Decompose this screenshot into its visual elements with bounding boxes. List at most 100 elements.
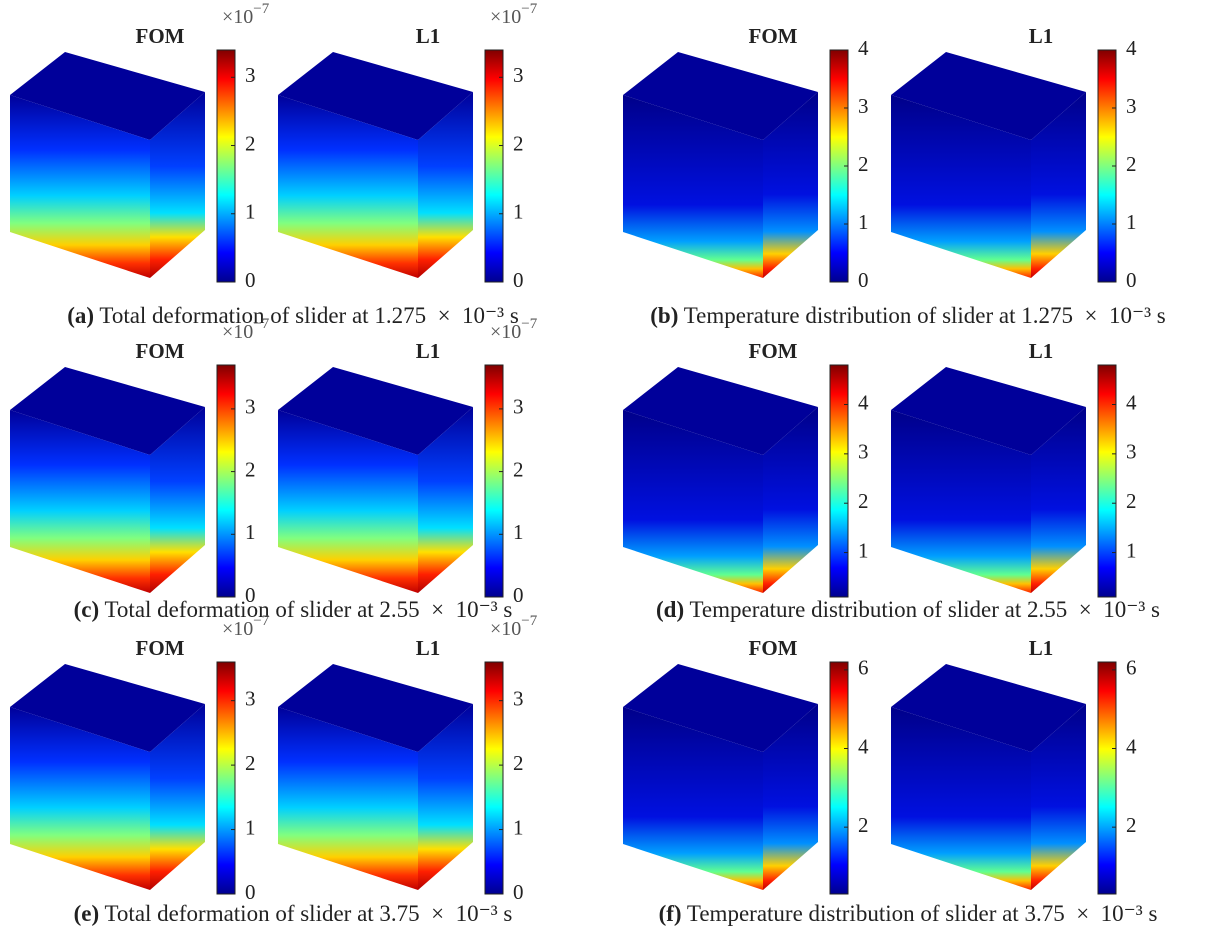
plot-title: L1 — [416, 636, 441, 660]
cube-right — [1031, 407, 1086, 593]
cube-front — [623, 95, 763, 278]
panel-caption: (b) Temperature distribution of slider a… — [650, 303, 1166, 328]
panel-label: (f) — [659, 901, 682, 926]
colorbar-tick-label: 3 — [245, 686, 256, 710]
colorbar-multiplier: ×10−7 — [222, 1, 270, 27]
cube-right — [763, 407, 818, 593]
cube-top — [891, 367, 1086, 455]
colorbar-tick-label: 2 — [513, 131, 524, 155]
panel-label: (e) — [74, 901, 100, 926]
colorbar-tick-label: 3 — [245, 395, 256, 419]
panel-label: (b) — [650, 303, 678, 328]
colorbar-tick-label: 0 — [513, 268, 524, 292]
cube-front — [891, 410, 1031, 593]
plot-title: FOM — [136, 24, 185, 48]
colorbar-tick-label: 3 — [245, 63, 256, 87]
colorbar-tick-label: 4 — [858, 734, 869, 758]
cube-top — [623, 664, 818, 752]
caption-text: Temperature distribution of slider at 3.… — [687, 901, 1158, 926]
colorbar-tick-label: 2 — [1126, 489, 1137, 513]
cube-top — [278, 52, 473, 140]
colorbar-tick-label: 3 — [858, 440, 869, 464]
cube-right — [150, 407, 205, 593]
multiplier-base: ×10 — [490, 618, 521, 640]
multiplier-base: ×10 — [490, 6, 521, 28]
colorbar — [829, 661, 849, 895]
panel-caption: (f) Temperature distribution of slider a… — [659, 901, 1158, 926]
caption-text: Total deformation of slider at 3.75 × 10… — [104, 901, 512, 926]
colorbar-tick-label: 4 — [858, 390, 869, 414]
cube-right — [1031, 704, 1086, 890]
colorbar-tick-label: 2 — [245, 751, 256, 775]
colorbar-tick-label: 0 — [1126, 268, 1137, 292]
colorbar — [484, 49, 504, 283]
multiplier-base: ×10 — [222, 321, 253, 343]
multiplier-exponent: −7 — [253, 1, 269, 17]
plot-title: L1 — [416, 24, 441, 48]
cube-front — [623, 707, 763, 890]
colorbar — [484, 661, 504, 895]
panel-caption: (c) Total deformation of slider at 2.55 … — [74, 597, 513, 622]
cube-right — [150, 704, 205, 890]
colorbar-tick-label: 1 — [858, 210, 869, 234]
cube-right — [150, 92, 205, 278]
colorbar — [1097, 364, 1117, 598]
multiplier-exponent: −7 — [253, 613, 269, 629]
colorbar-tick-label: 2 — [858, 152, 869, 176]
cube — [891, 664, 1086, 890]
panel: FOM 1 2 3 4 L1 1 2 3 4 — [623, 339, 1137, 598]
cube-top — [10, 52, 205, 140]
colorbar-tick-label: 3 — [1126, 94, 1137, 118]
cube — [278, 664, 473, 890]
colorbar-tick-label: 2 — [858, 489, 869, 513]
colorbar-tick-label: 2 — [513, 751, 524, 775]
colorbar-tick-label: 4 — [1126, 734, 1137, 758]
cube-front — [623, 410, 763, 593]
colorbar-tick-label: 0 — [513, 880, 524, 904]
plot-title: FOM — [749, 24, 798, 48]
panel-caption: (e) Total deformation of slider at 3.75 … — [74, 901, 513, 926]
colorbar — [216, 364, 236, 598]
colorbar-tick-label: 1 — [513, 815, 524, 839]
colorbar-tick-label: 2 — [513, 457, 524, 481]
multiplier-base: ×10 — [222, 6, 253, 28]
panel-caption: (a) Total deformation of slider at 1.275… — [67, 303, 519, 328]
cube-front — [10, 95, 150, 278]
cube — [623, 664, 818, 890]
cube — [623, 52, 818, 278]
cube — [278, 367, 473, 593]
cube-front — [10, 410, 150, 593]
cube-front — [891, 707, 1031, 890]
multiplier-exponent: −7 — [521, 613, 537, 629]
colorbar-tick-label: 6 — [858, 656, 869, 680]
cube-front — [278, 95, 418, 278]
colorbar-tick-label: 0 — [858, 268, 869, 292]
cube-top — [623, 367, 818, 455]
colorbar — [216, 661, 236, 895]
colorbar-tick-label: 2 — [245, 131, 256, 155]
colorbar-tick-label: 4 — [858, 36, 869, 60]
multiplier-base: ×10 — [222, 618, 253, 640]
colorbar-tick-label: 1 — [245, 200, 256, 224]
colorbar — [216, 49, 236, 283]
caption-text: Total deformation of slider at 2.55 × 10… — [104, 597, 512, 622]
multiplier-base: ×10 — [490, 321, 521, 343]
colorbar-tick-label: 3 — [513, 686, 524, 710]
cube-top — [623, 52, 818, 140]
cube-top — [10, 367, 205, 455]
cube-front — [10, 707, 150, 890]
cube-top — [278, 664, 473, 752]
colorbar-tick-label: 1 — [858, 538, 869, 562]
colorbar-tick-label: 1 — [245, 815, 256, 839]
cube-right — [1031, 92, 1086, 278]
cube-top — [891, 664, 1086, 752]
colorbar-tick-label: 0 — [245, 583, 256, 607]
multiplier-exponent: −7 — [521, 316, 537, 332]
cube — [891, 52, 1086, 278]
colorbar-tick-label: 2 — [1126, 813, 1137, 837]
plot-title: L1 — [1029, 339, 1054, 363]
cube — [10, 52, 205, 278]
